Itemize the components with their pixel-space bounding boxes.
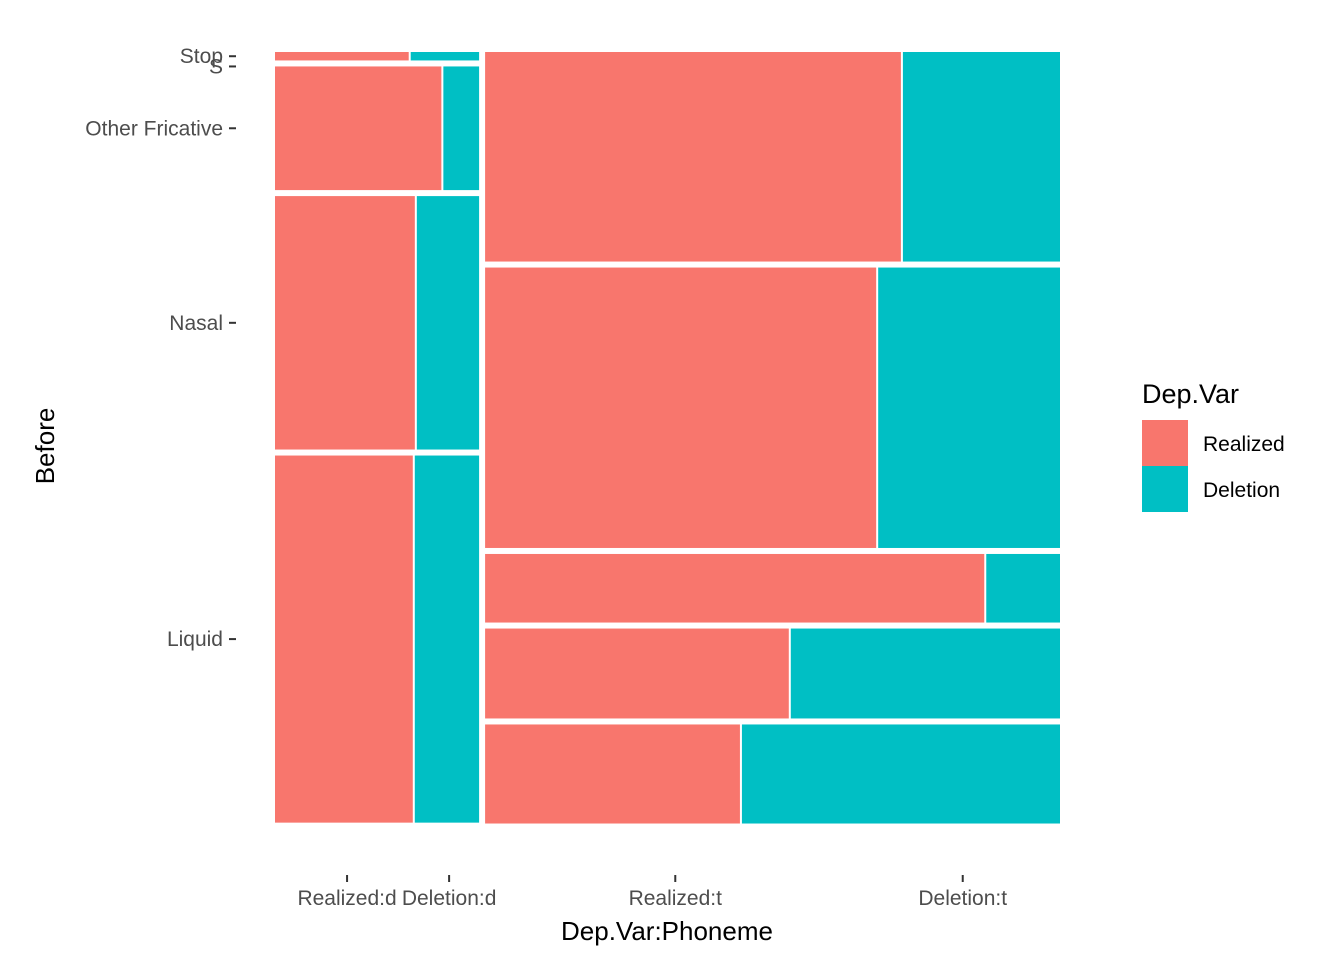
- tile-t-other-fricative-deletion: [986, 553, 1060, 623]
- x-tick-label: Realized:d: [297, 887, 396, 910]
- legend-swatch-deletion: [1142, 466, 1188, 512]
- tile-d-liquid-deletion: [414, 455, 480, 823]
- y-axis-title: Before: [30, 408, 60, 485]
- tile-d-other-fricative-realized: [275, 66, 442, 191]
- x-tick-label: Realized:t: [629, 887, 723, 910]
- y-tick-label: Nasal: [169, 312, 223, 335]
- tile-t-s-deletion: [878, 267, 1060, 548]
- y-tick-label: Other Fricative: [85, 117, 223, 140]
- y-tick-label: S: [209, 55, 223, 78]
- x-axis: Realized:d Deletion:d Realized:t Deletion:t: [297, 875, 1007, 910]
- legend-title: Dep.Var: [1142, 379, 1239, 409]
- mosaic-tiles: [275, 52, 1060, 824]
- x-axis-title: Dep.Var:Phoneme: [561, 916, 773, 946]
- legend: Dep.Var Realized Deletion: [1142, 379, 1285, 512]
- tile-t-liquid-realized: [485, 724, 740, 824]
- tile-t-other-fricative-realized: [485, 553, 985, 623]
- legend-label-deletion: Deletion: [1203, 479, 1280, 502]
- tile-t-stop-realized: [485, 52, 901, 262]
- tile-d-other-fricative-deletion: [443, 66, 480, 191]
- x-tick-label: Deletion:d: [402, 887, 497, 910]
- tile-d-nasal-realized: [275, 196, 415, 450]
- legend-swatch-realized: [1142, 420, 1188, 466]
- tile-d-stop-deletion: [410, 52, 480, 61]
- tile-t-nasal-deletion: [790, 628, 1060, 719]
- tile-t-stop-deletion: [902, 52, 1060, 262]
- tile-t-liquid-deletion: [741, 724, 1060, 824]
- tile-d-stop-realized: [275, 52, 409, 61]
- tile-d-nasal-deletion: [416, 196, 480, 450]
- tile-t-s-realized: [485, 267, 877, 548]
- tile-d-liquid-realized: [275, 455, 413, 823]
- y-tick-label: Stop: [180, 45, 223, 68]
- tile-t-nasal-realized: [485, 628, 789, 719]
- legend-label-realized: Realized: [1203, 433, 1285, 456]
- y-tick-label: Liquid: [167, 628, 223, 651]
- x-tick-label: Deletion:t: [918, 887, 1007, 910]
